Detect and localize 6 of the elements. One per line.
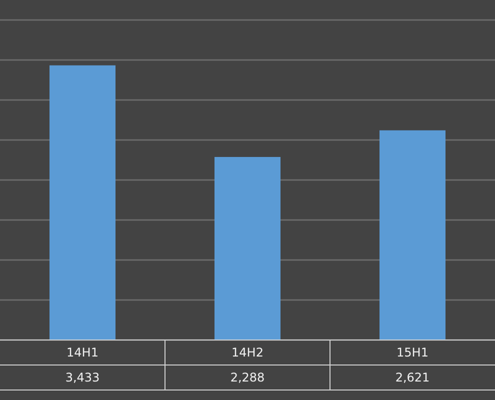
x-tick-label: 15H1 [396, 346, 428, 360]
x-tick-label: 14H2 [232, 346, 264, 360]
x-tick-label: 14H1 [66, 346, 98, 360]
data-label: 3,433 [65, 370, 100, 384]
data-label: 2,288 [230, 370, 265, 384]
data-label: 2,621 [395, 370, 430, 384]
